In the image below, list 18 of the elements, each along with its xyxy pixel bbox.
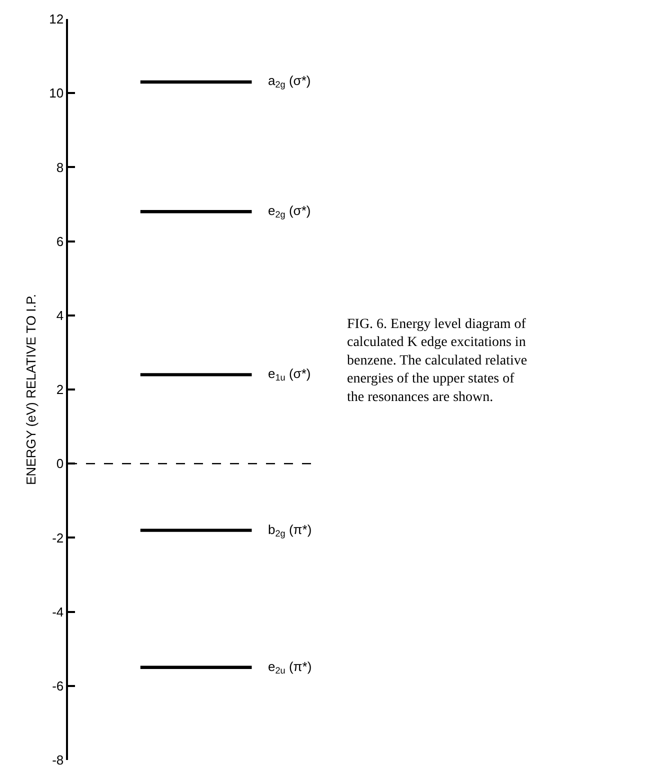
y-tick-label: -6 (52, 678, 64, 694)
series-label: e$_{2g}$ (σ*) (268, 203, 311, 220)
y-tick-label: 10 (49, 86, 64, 101)
y-tick-label: -8 (52, 752, 64, 768)
y-tick-label: 8 (56, 160, 64, 175)
series-label: e$_{1u}$ (σ*) (268, 366, 311, 383)
series-label: b$_{2g}$ (π*) (268, 522, 312, 539)
y-tick-label: -4 (52, 604, 64, 620)
caption: FIG. 6. Energy level diagram of calculated K edge excitations in benzene. The calculated relative energies of the upper states of the resonances are shown. (347, 317, 528, 405)
y-tick-label: 4 (56, 308, 64, 323)
y-tick-label: 2 (56, 382, 64, 398)
y-tick-label: -2 (52, 530, 64, 546)
y-tick-label: 6 (56, 234, 64, 249)
series-label: a$_{2g}$ (σ*) (268, 73, 311, 90)
series-label: e$_{2u}$ (π*) (268, 659, 312, 676)
y-tick-label: 12 (49, 12, 64, 27)
y-tick-label: 0 (56, 456, 64, 472)
y-axis-title: ENERGY (eV) RELATIVE TO I.P. (24, 294, 39, 485)
